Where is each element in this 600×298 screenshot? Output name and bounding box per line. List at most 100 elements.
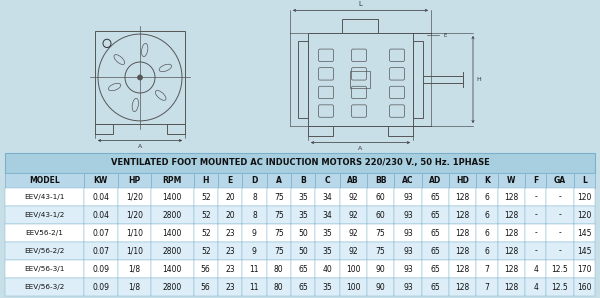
Text: AC: AC	[402, 176, 414, 185]
Text: RPM: RPM	[163, 176, 182, 185]
Bar	[574, 206, 595, 224]
Text: L: L	[582, 176, 587, 185]
Bar	[194, 242, 218, 260]
Bar	[5, 260, 84, 278]
Text: 128: 128	[455, 246, 470, 255]
Text: 52: 52	[201, 229, 211, 238]
Bar	[194, 188, 218, 206]
Bar	[315, 188, 340, 206]
Text: 128: 128	[504, 193, 518, 201]
Bar	[242, 260, 266, 278]
Bar	[308, 126, 333, 136]
Bar	[194, 260, 218, 278]
Bar	[449, 224, 476, 242]
Bar	[242, 188, 266, 206]
Text: 1/10: 1/10	[126, 246, 143, 255]
Bar	[394, 260, 422, 278]
Text: 0.09: 0.09	[92, 283, 109, 291]
Text: 2800: 2800	[163, 283, 182, 291]
Bar	[194, 173, 218, 188]
Text: 56: 56	[201, 283, 211, 291]
Text: 75: 75	[274, 229, 284, 238]
Text: 170: 170	[577, 265, 592, 274]
Bar	[340, 242, 367, 260]
Bar	[340, 278, 367, 296]
Text: 128: 128	[504, 210, 518, 220]
Bar	[118, 278, 151, 296]
Text: 128: 128	[504, 229, 518, 238]
Bar	[476, 242, 497, 260]
Bar	[476, 173, 497, 188]
Text: 0.07: 0.07	[92, 229, 109, 238]
Bar	[547, 224, 574, 242]
Bar	[547, 278, 574, 296]
Text: F: F	[533, 176, 538, 185]
Text: 1400: 1400	[163, 229, 182, 238]
Text: 35: 35	[322, 229, 332, 238]
Text: 6: 6	[485, 210, 490, 220]
Bar	[340, 206, 367, 224]
Bar	[574, 224, 595, 242]
Text: 75: 75	[376, 246, 385, 255]
Bar	[151, 206, 194, 224]
Text: H: H	[202, 176, 209, 185]
Text: 120: 120	[577, 193, 592, 201]
Text: 1/10: 1/10	[126, 229, 143, 238]
Bar	[266, 224, 291, 242]
Text: -: -	[559, 229, 562, 238]
Bar	[5, 188, 84, 206]
Bar	[151, 173, 194, 188]
Text: 50: 50	[298, 246, 308, 255]
Text: 34: 34	[322, 193, 332, 201]
Text: 7: 7	[485, 283, 490, 291]
Bar	[367, 278, 394, 296]
Bar	[394, 278, 422, 296]
Bar	[84, 224, 118, 242]
Bar	[84, 260, 118, 278]
Bar	[5, 242, 84, 260]
Text: 100: 100	[346, 265, 361, 274]
Text: 1400: 1400	[163, 265, 182, 274]
Bar	[497, 278, 525, 296]
Text: 23: 23	[225, 283, 235, 291]
Text: 0.09: 0.09	[92, 265, 109, 274]
Bar	[242, 173, 266, 188]
Bar	[449, 206, 476, 224]
Bar	[5, 206, 84, 224]
Bar	[118, 224, 151, 242]
Bar	[422, 278, 449, 296]
Bar	[291, 260, 315, 278]
Bar	[266, 242, 291, 260]
Bar	[422, 260, 449, 278]
Text: 93: 93	[403, 283, 413, 291]
Bar	[476, 188, 497, 206]
Bar	[388, 126, 413, 136]
Text: 75: 75	[274, 246, 284, 255]
Bar	[291, 206, 315, 224]
Bar	[151, 278, 194, 296]
Text: 90: 90	[376, 283, 385, 291]
Text: 20: 20	[225, 193, 235, 201]
Text: 93: 93	[403, 246, 413, 255]
Text: 0.07: 0.07	[92, 246, 109, 255]
Bar	[525, 260, 547, 278]
Bar	[525, 224, 547, 242]
Bar	[342, 18, 378, 33]
Text: EEV/56-3/1: EEV/56-3/1	[25, 266, 65, 272]
Text: -: -	[535, 229, 537, 238]
Text: 6: 6	[485, 229, 490, 238]
Bar	[449, 173, 476, 188]
Bar	[394, 188, 422, 206]
Text: 11: 11	[250, 265, 259, 274]
Text: -: -	[559, 193, 562, 201]
Text: 93: 93	[403, 193, 413, 201]
Bar	[291, 278, 315, 296]
Bar	[547, 242, 574, 260]
Text: 52: 52	[201, 193, 211, 201]
Bar	[315, 260, 340, 278]
Text: AD: AD	[429, 176, 442, 185]
Text: EEV/43-1/1: EEV/43-1/1	[25, 194, 65, 200]
Bar	[367, 242, 394, 260]
Bar	[167, 124, 185, 134]
Text: 35: 35	[322, 246, 332, 255]
